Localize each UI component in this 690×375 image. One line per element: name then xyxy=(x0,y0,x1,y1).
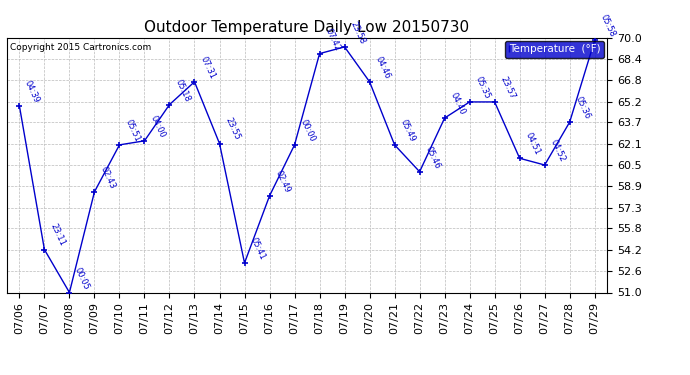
Text: 04:40: 04:40 xyxy=(448,91,466,116)
Text: 04:39: 04:39 xyxy=(23,79,41,104)
Text: 04:46: 04:46 xyxy=(373,55,392,80)
Text: 05:35: 05:35 xyxy=(473,75,492,100)
Text: 23:57: 23:57 xyxy=(498,75,517,100)
Text: 00:00: 00:00 xyxy=(298,118,317,143)
Text: 23:55: 23:55 xyxy=(224,117,241,142)
Text: 04:00: 04:00 xyxy=(148,114,166,139)
Text: 05:51: 05:51 xyxy=(124,118,141,143)
Text: 23:11: 23:11 xyxy=(48,222,66,248)
Text: 04:52: 04:52 xyxy=(549,138,566,164)
Text: 04:51: 04:51 xyxy=(524,131,542,157)
Text: 07:31: 07:31 xyxy=(198,55,217,80)
Text: 05:49: 05:49 xyxy=(398,118,417,143)
Text: 05:41: 05:41 xyxy=(248,236,266,261)
Text: 02:49: 02:49 xyxy=(273,169,291,194)
Text: 00:05: 00:05 xyxy=(73,266,91,291)
Text: 05:18: 05:18 xyxy=(173,78,192,103)
Text: 05:58: 05:58 xyxy=(598,13,617,39)
Text: 23:58: 23:58 xyxy=(348,20,366,45)
Text: 05:36: 05:36 xyxy=(573,95,592,120)
Text: 02:43: 02:43 xyxy=(98,165,117,190)
Title: Outdoor Temperature Daily Low 20150730: Outdoor Temperature Daily Low 20150730 xyxy=(144,20,470,35)
Text: 05:46: 05:46 xyxy=(424,145,442,170)
Text: Copyright 2015 Cartronics.com: Copyright 2015 Cartronics.com xyxy=(10,43,151,52)
Legend: Temperature  (°F): Temperature (°F) xyxy=(505,40,604,58)
Text: 07:42: 07:42 xyxy=(324,27,342,52)
